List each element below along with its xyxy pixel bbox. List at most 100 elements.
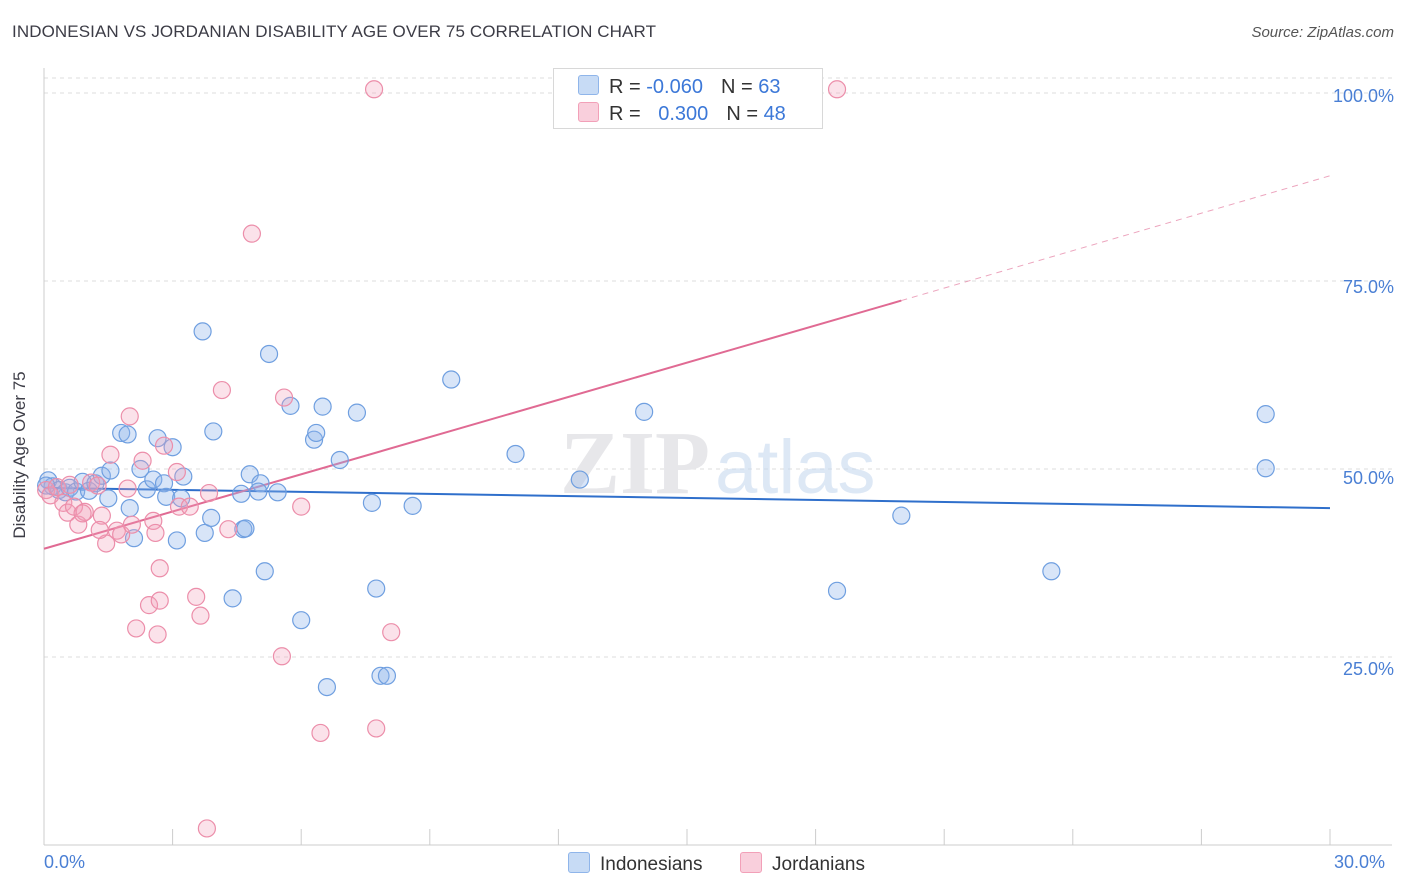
trend-line-jordanians <box>43 299 902 550</box>
indonesians-point <box>249 482 268 501</box>
indonesians-point <box>148 429 167 448</box>
indonesians-point <box>1256 405 1275 424</box>
jordanians-point <box>827 80 847 99</box>
x-tick-label-min: 0.0% <box>44 852 86 872</box>
indonesians-point <box>442 370 461 389</box>
jordanians-point <box>150 559 169 578</box>
jordanians-point <box>311 723 330 743</box>
jordanians-point <box>274 388 294 407</box>
indonesians-point <box>268 483 287 502</box>
jordanians-point <box>139 596 159 615</box>
y-tick-label: 25.0% <box>1342 659 1394 679</box>
jordanians-n-value: 48 <box>763 103 786 125</box>
jordanians-point <box>133 451 152 470</box>
legend-item-jordanians[interactable]: Jordanians <box>740 852 865 876</box>
jordanians-point <box>73 504 92 523</box>
indonesians-point <box>362 493 382 512</box>
indonesians-point <box>259 344 279 364</box>
jordanians-point <box>148 625 167 644</box>
jordanians-point <box>120 407 139 426</box>
jordanians-point <box>382 623 401 642</box>
indonesians-point <box>570 470 589 489</box>
indonesians-point <box>255 562 274 581</box>
indonesians-swatch <box>578 75 599 95</box>
indonesians-point <box>236 519 255 538</box>
jordanians-r-value: 0.300 <box>658 103 709 125</box>
jordanians-point <box>292 497 311 516</box>
jordanians-point <box>60 475 79 494</box>
jordanians-swatch <box>578 102 599 122</box>
y-tick-label: 75.0% <box>1342 277 1394 297</box>
jordanians-point <box>167 462 186 482</box>
indonesians-point <box>92 466 111 485</box>
indonesians-point <box>1256 459 1275 478</box>
indonesians-point <box>377 666 397 685</box>
indonesians-point <box>317 677 337 697</box>
y-tick-label: 50.0% <box>1342 468 1394 488</box>
correlation-legend: R = -0.060 N = 63 R = 0.300 N = 48 <box>553 68 823 129</box>
legend-row-jordanians: R = 0.300 N = 48 <box>578 102 786 128</box>
indonesians-point <box>827 581 847 600</box>
jordanians-point <box>118 479 137 498</box>
jordanians-point <box>146 523 165 543</box>
indonesians-point <box>195 523 214 543</box>
watermark-atlas: atlas <box>715 425 876 510</box>
indonesians-point <box>193 322 212 341</box>
indonesians-point <box>304 430 324 449</box>
indonesians-n-value: 63 <box>758 76 781 98</box>
indonesians-point <box>307 423 326 443</box>
jordanians-point <box>92 506 111 525</box>
jordanians-point <box>272 647 292 666</box>
indonesians-point <box>892 506 911 525</box>
indonesians-point <box>67 482 86 501</box>
indonesians-point <box>232 484 251 503</box>
indonesians-point <box>154 474 174 493</box>
legend-item-indonesians[interactable]: Indonesians <box>568 852 702 876</box>
jordanians-point <box>122 515 141 534</box>
indonesians-point <box>635 402 654 421</box>
jordanians-point <box>367 719 386 738</box>
legend-row-indonesians: R = -0.060 N = 63 <box>578 75 780 101</box>
source-label: Source: ZipAtlas.com <box>1251 24 1394 41</box>
indonesians-point <box>144 470 163 489</box>
y-tick-label: 100.0% <box>1332 86 1394 106</box>
jordanians-point <box>154 436 174 455</box>
jordanians-point <box>150 591 169 610</box>
data-points <box>37 80 1275 838</box>
indonesians-point <box>292 611 311 630</box>
indonesians-point <box>202 508 221 527</box>
indonesians-point <box>204 422 223 441</box>
jordanians-point <box>364 80 384 99</box>
indonesians-point <box>101 461 120 480</box>
jordanians-point <box>187 587 206 606</box>
indonesians-legend-swatch <box>568 852 590 873</box>
jordanians-point <box>242 224 262 243</box>
indonesians-point <box>1042 562 1061 581</box>
jordanians-point <box>101 445 120 464</box>
y-axis-label: Disability Age Over 75 <box>10 371 29 539</box>
indonesians-point <box>99 489 118 508</box>
jordanians-point <box>88 476 107 495</box>
jordanians-point <box>169 497 189 516</box>
indonesians-point <box>403 496 422 515</box>
jordanians-point <box>212 380 231 400</box>
jordanians-point <box>197 819 216 838</box>
indonesians-point <box>118 425 137 444</box>
axes <box>43 68 1392 846</box>
indonesians-point <box>313 397 332 416</box>
indonesians-point <box>506 444 525 464</box>
jordanians-point <box>180 497 199 516</box>
indonesians-point <box>167 531 186 550</box>
jordanians-point <box>191 606 210 625</box>
x-tick-label-max: 30.0% <box>1334 852 1386 872</box>
jordanians-point <box>54 493 73 512</box>
jordanians-point <box>90 520 109 540</box>
trend-line-jordanians-extension <box>901 175 1331 302</box>
indonesians-point <box>112 423 131 443</box>
grid-lines <box>44 77 1392 658</box>
indonesians-point <box>347 403 367 422</box>
indonesians-point <box>157 487 176 506</box>
indonesians-point <box>137 480 156 499</box>
jordanians-point <box>127 619 146 638</box>
indonesians-r-value: -0.060 <box>646 76 703 98</box>
